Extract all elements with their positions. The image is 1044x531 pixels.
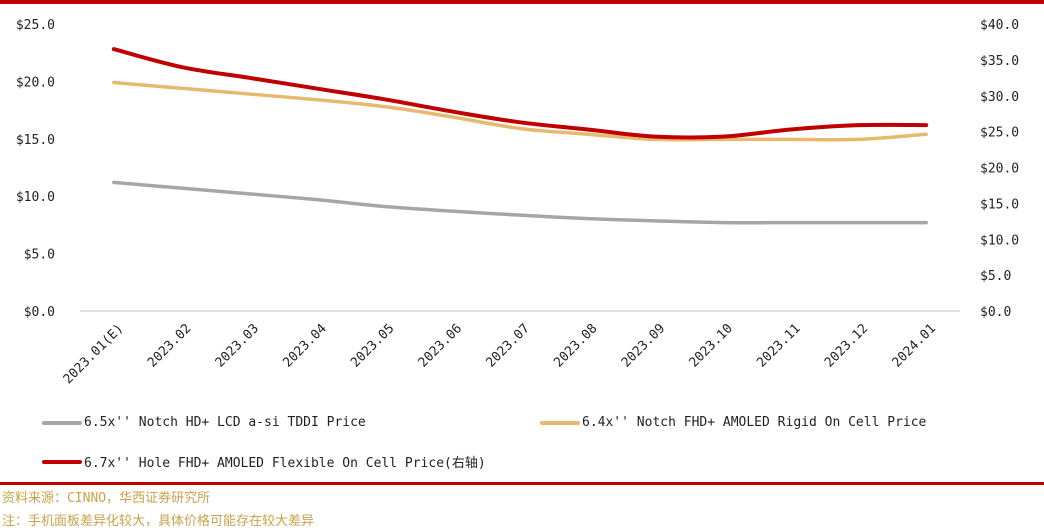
category-label: 2023.03: [213, 321, 262, 370]
category-label: 2023.05: [348, 321, 397, 370]
series-line-2: [112, 80, 928, 142]
left-tick-label: $5.0: [24, 248, 55, 263]
right-tick-label: $25.0: [980, 126, 1019, 141]
category-label: 2023.02: [145, 321, 194, 370]
series-lines: [111, 47, 929, 225]
category-label: 2023.01(E): [61, 321, 127, 387]
right-y-axis: $0.0 $5.0 $10.0 $15.0 $20.0 $25.0 $30.0 $35.0 $4…: [980, 18, 1019, 320]
series-line-1: [112, 180, 928, 225]
disclaimer-note: 注：手机面板差异化较大，具体价格可能存在较大差异: [2, 514, 315, 529]
legend-item-series-2: 6.4x'' Notch FHD+ AMOLED Rigid On Cell P…: [540, 415, 926, 430]
right-tick-label: $35.0: [980, 54, 1019, 69]
top-rule: [0, 0, 1044, 4]
category-label: 2023.09: [619, 321, 668, 370]
legend-item-series-3: 6.7x'' Hole FHD+ AMOLED Flexible On Cell…: [42, 452, 486, 471]
legend-swatch-series-1: [42, 420, 82, 425]
bottom-rule: [0, 482, 1044, 485]
legend-label-series-1: 6.5x'' Notch HD+ LCD a-si TDDI Price: [84, 415, 366, 430]
category-label: 2023.04: [280, 321, 329, 370]
right-tick-label: $15.0: [980, 197, 1019, 212]
category-label: 2024.01: [890, 321, 939, 370]
legend-swatch-series-3: [42, 459, 82, 464]
x-axis: 2023.01(E) 2023.02 2023.03 2023.04 2023.05 20…: [61, 310, 960, 387]
left-tick-label: $15.0: [16, 133, 55, 148]
left-tick-label: $10.0: [16, 190, 55, 205]
category-label: 2023.10: [687, 321, 736, 370]
line-chart: $0.0 $5.0 $10.0 $15.0 $20.0 $25.0 $0.0 $5.0 $10…: [16, 18, 1019, 387]
right-tick-label: $5.0: [980, 269, 1011, 284]
category-label: 2023.11: [754, 321, 803, 370]
series-line-3: [111, 47, 929, 140]
category-label: 2023.12: [822, 321, 871, 370]
left-tick-label: $25.0: [16, 18, 55, 33]
right-tick-label: $40.0: [980, 18, 1019, 33]
legend-item-series-1: 6.5x'' Notch HD+ LCD a-si TDDI Price: [42, 415, 366, 430]
left-y-axis: $0.0 $5.0 $10.0 $15.0 $20.0 $25.0: [16, 18, 55, 320]
right-tick-label: $20.0: [980, 162, 1019, 177]
left-tick-label: $20.0: [16, 75, 55, 90]
left-tick-label: $0.0: [24, 305, 55, 320]
category-label: 2023.08: [551, 321, 600, 370]
right-tick-label: $10.0: [980, 233, 1019, 248]
legend-swatch-series-2: [540, 420, 580, 425]
right-tick-label: $30.0: [980, 90, 1019, 105]
category-label: 2023.07: [483, 321, 532, 370]
legend-label-series-2: 6.4x'' Notch FHD+ AMOLED Rigid On Cell P…: [582, 415, 927, 430]
source-note: 资料来源：CINNO，华西证券研究所: [2, 491, 211, 506]
right-tick-label: $0.0: [980, 305, 1011, 320]
category-label: 2023.06: [416, 321, 465, 370]
legend-label-series-3: 6.7x'' Hole FHD+ AMOLED Flexible On Cell…: [84, 456, 486, 471]
